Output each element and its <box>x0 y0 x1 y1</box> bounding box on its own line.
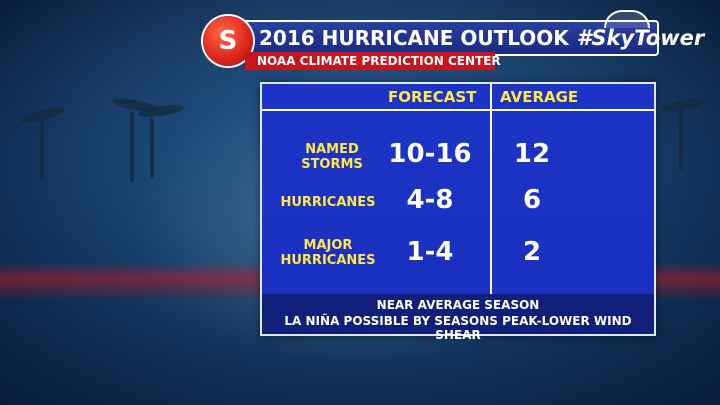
subtitle-bar: NOAA CLIMATE PREDICTION CENTER <box>245 52 501 70</box>
footer-line-1: NEAR AVERAGE SEASON <box>376 298 540 312</box>
hurricanes-average: 6 <box>522 185 542 215</box>
outlook-table: FORECAST AVERAGE NAMED STORMS 10-16 12 H… <box>260 82 656 342</box>
row-label-major-hurricanes: MAJOR HURRICANES <box>280 238 376 268</box>
major-hurricanes-forecast: 1-4 <box>406 237 454 267</box>
row-label-named-storms: NAMED STORMS <box>301 142 363 172</box>
named-storms-forecast: 10-16 <box>388 139 472 169</box>
header-divider <box>262 109 654 111</box>
page-title: 2016 HURRICANE OUTLOOK <box>259 26 569 50</box>
named-storms-average: 12 <box>513 139 551 169</box>
column-header-average: AVERAGE <box>500 88 579 106</box>
hurricanes-forecast: 4-8 <box>406 185 454 215</box>
major-hurricanes-average: 2 <box>522 237 542 267</box>
title-bar: 2016 HURRICANE OUTLOOK #SkyTower <box>245 20 704 56</box>
footer-note: NEAR AVERAGE SEASON LA NIÑA POSSIBLE BY … <box>262 294 654 342</box>
storm-logo-icon: S <box>203 16 253 66</box>
subtitle: NOAA CLIMATE PREDICTION CENTER <box>257 54 501 68</box>
footer-line-2: LA NIÑA POSSIBLE BY SEASONS PEAK-LOWER W… <box>284 314 632 342</box>
row-label-hurricanes: HURRICANES <box>280 195 376 210</box>
hashtag-label: #SkyTower <box>576 26 705 50</box>
column-header-forecast: FORECAST <box>388 88 477 106</box>
column-divider <box>490 84 492 294</box>
